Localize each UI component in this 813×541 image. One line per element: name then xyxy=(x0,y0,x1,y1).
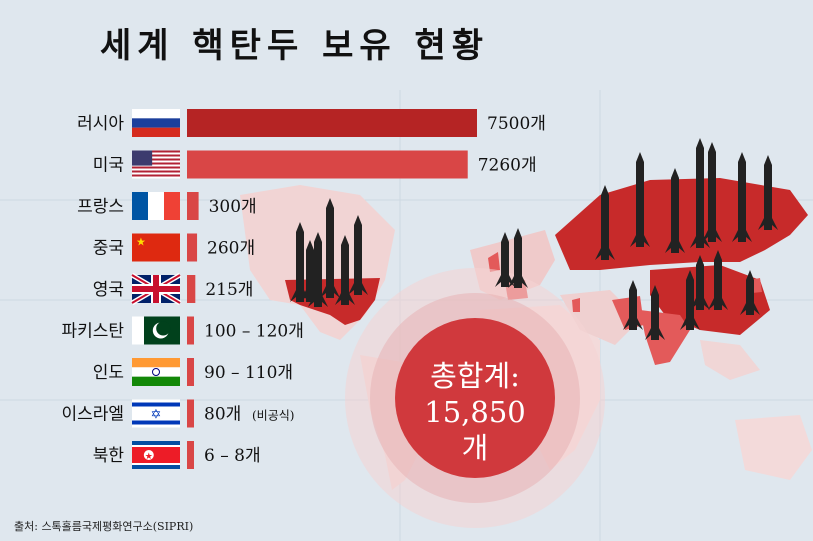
value-note: (비공식) xyxy=(252,409,294,423)
category-label: 미국 xyxy=(93,156,124,176)
bar xyxy=(187,358,194,386)
value-label: 80개 xyxy=(204,405,241,425)
category-label: 중국 xyxy=(93,239,124,259)
missile-icon xyxy=(308,232,328,307)
source-note: 출처: 스톡홀름국제평화연구소(SIPRI) xyxy=(14,520,194,533)
russia-flag-icon xyxy=(132,109,180,137)
missile-icon xyxy=(690,138,710,248)
australia-shape xyxy=(735,415,812,480)
china-star-glyph: ★ xyxy=(136,236,146,249)
missile-icon xyxy=(645,285,665,340)
bar xyxy=(187,109,477,137)
missile-icon xyxy=(630,152,650,247)
nk-star-glyph: ★ xyxy=(145,452,153,462)
china-flag-icon: ★ xyxy=(132,233,180,262)
missile-icon xyxy=(320,198,340,298)
north-korea-flag-icon: ★ xyxy=(132,441,180,469)
pakistan-flag-icon xyxy=(132,316,180,345)
total-label: 총합계: xyxy=(430,359,520,393)
missile-icon xyxy=(680,270,700,330)
total-value: 15,850 xyxy=(424,395,526,429)
missile-icon xyxy=(665,168,685,253)
value-label: 215개 xyxy=(205,280,253,300)
missile-icon xyxy=(348,215,368,295)
missile-icon xyxy=(495,232,515,287)
israel-shape xyxy=(572,298,580,312)
uk-shape xyxy=(488,252,500,272)
value-label: 300개 xyxy=(209,197,257,217)
missile-icon xyxy=(732,152,752,242)
bar xyxy=(187,399,194,428)
category-label: 프랑스 xyxy=(77,197,124,217)
missile-icon xyxy=(335,235,355,305)
star-of-david-glyph: ✡ xyxy=(151,408,162,423)
total-label-group: 총합계: 15,850 개 xyxy=(400,358,550,466)
bar xyxy=(187,316,194,345)
missile-icon xyxy=(708,250,728,310)
bar xyxy=(187,441,194,469)
value-label: 7500개 xyxy=(487,114,546,134)
value-label: 100 – 120개 xyxy=(204,322,304,342)
missile-icon xyxy=(623,280,643,330)
bar xyxy=(187,233,198,262)
uk-flag-icon xyxy=(130,272,182,306)
missile-icon xyxy=(758,155,778,230)
missile-icon xyxy=(290,222,310,302)
category-label: 북한 xyxy=(93,446,125,466)
usa-flag-icon xyxy=(132,150,180,179)
missile-icon xyxy=(508,228,528,288)
bar xyxy=(187,192,199,220)
france-flag-icon xyxy=(132,192,180,220)
missile-icon xyxy=(702,142,722,242)
southeast-asia-shape xyxy=(700,340,760,380)
page-title: 세계 핵탄두 보유 현황 xyxy=(100,26,490,66)
missile-icon xyxy=(740,270,760,315)
missile-icon xyxy=(300,240,320,302)
missile-icon xyxy=(690,255,710,310)
category-label: 이스라엘 xyxy=(61,405,124,425)
value-label: 90 – 110개 xyxy=(204,363,293,383)
bar xyxy=(187,275,196,303)
value-label: 7260개 xyxy=(478,156,537,176)
total-inner-circle xyxy=(395,318,555,478)
category-label: 러시아 xyxy=(77,114,124,134)
india-flag-icon xyxy=(132,358,180,386)
category-label: 영국 xyxy=(93,280,124,300)
missile-icon xyxy=(595,185,615,260)
value-label: 260개 xyxy=(207,239,255,259)
value-label: 6 – 8개 xyxy=(204,446,261,466)
category-label: 인도 xyxy=(93,363,124,383)
category-label: 파키스탄 xyxy=(61,322,124,342)
israel-flag-icon: ✡ xyxy=(132,399,180,428)
total-unit: 개 xyxy=(461,431,489,465)
bar xyxy=(187,150,468,179)
